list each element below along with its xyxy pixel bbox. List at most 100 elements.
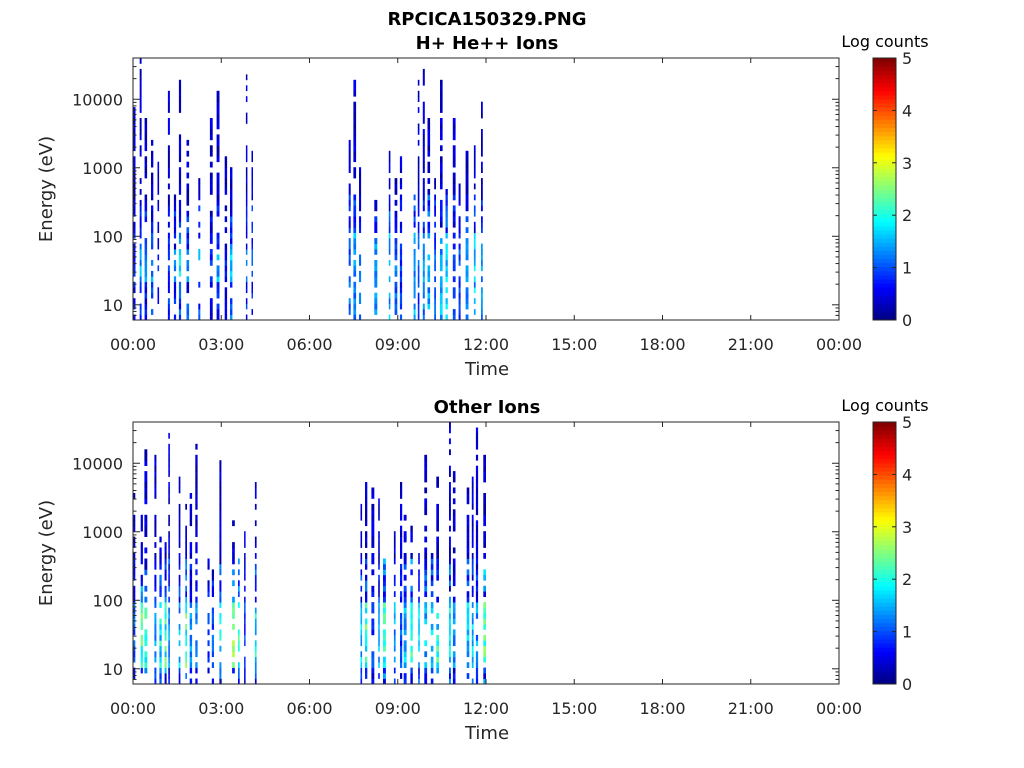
spectrogram-cell bbox=[449, 547, 451, 554]
spectrogram-cell bbox=[144, 514, 148, 521]
spectrogram-cell bbox=[254, 493, 257, 499]
spectrogram-cell bbox=[434, 298, 436, 304]
spectrogram-cell bbox=[424, 607, 428, 614]
spectrogram-cell bbox=[434, 254, 436, 261]
spectrogram-cell bbox=[473, 221, 476, 228]
spectrogram-cell bbox=[360, 514, 363, 521]
spectrogram-cell bbox=[144, 270, 148, 277]
spectrogram-cell bbox=[413, 238, 416, 244]
spectrogram-cell bbox=[413, 260, 416, 266]
spectrogram-cell bbox=[216, 107, 220, 113]
spectrogram-cell bbox=[154, 596, 157, 603]
spectrogram-cell bbox=[178, 167, 182, 173]
spectrogram-cell bbox=[436, 613, 439, 619]
spectrogram-cell bbox=[403, 645, 407, 652]
colorbar-swatch bbox=[873, 422, 896, 427]
spectrogram-cell bbox=[185, 673, 187, 679]
spectrogram-cell bbox=[219, 460, 222, 466]
spectrogram-cell bbox=[154, 531, 157, 537]
spectrogram-cell bbox=[471, 498, 474, 505]
colorbar-swatch bbox=[873, 536, 896, 542]
spectrogram-cell bbox=[216, 265, 220, 272]
spectrogram-cell bbox=[400, 514, 403, 521]
spectrogram-cell bbox=[232, 596, 235, 603]
spectrogram-cell bbox=[383, 662, 386, 668]
spectrogram-cell bbox=[434, 210, 436, 217]
colorbar-swatch bbox=[873, 193, 896, 198]
spectrogram-cell bbox=[436, 645, 439, 652]
spectrogram-cell bbox=[157, 167, 160, 173]
spectrogram-cell bbox=[371, 487, 375, 494]
spectrogram-cell bbox=[207, 563, 210, 570]
spectrogram-cell bbox=[465, 205, 469, 212]
spectrogram-cell bbox=[399, 281, 403, 288]
spectrogram-cell bbox=[445, 205, 448, 212]
spectrogram-cell bbox=[452, 178, 456, 184]
spectrogram-cell bbox=[452, 232, 456, 239]
spectrogram-cell bbox=[348, 303, 351, 310]
spectrogram-cell bbox=[430, 645, 434, 652]
spectrogram-cell bbox=[417, 314, 420, 321]
spectrogram-cell bbox=[168, 624, 170, 630]
spectrogram-cell bbox=[465, 194, 469, 201]
spectrogram-cell bbox=[178, 624, 181, 630]
spectrogram-cell bbox=[466, 498, 470, 505]
spectrogram-cell bbox=[427, 139, 431, 146]
colorbar-swatch bbox=[873, 638, 896, 644]
colorbar-swatch bbox=[873, 107, 896, 112]
spectrogram-cell bbox=[394, 292, 398, 299]
spectrogram-cell bbox=[254, 667, 257, 674]
spectrogram-cell bbox=[400, 651, 403, 658]
spectrogram-cell bbox=[238, 629, 240, 636]
spectrogram-cell bbox=[178, 314, 182, 321]
spectrogram-cell bbox=[195, 640, 198, 647]
spectrogram-cell bbox=[430, 563, 434, 570]
spectrogram-cell bbox=[475, 443, 479, 450]
spectrogram-cell bbox=[178, 172, 182, 179]
spectrogram-cell bbox=[133, 563, 136, 570]
spectrogram-cell bbox=[144, 309, 148, 315]
spectrogram-cell bbox=[168, 563, 170, 570]
spectrogram-cell bbox=[378, 542, 380, 548]
spectrogram-cell bbox=[475, 596, 479, 603]
spectrogram-cell bbox=[159, 673, 162, 679]
spectrogram-cell bbox=[211, 645, 214, 652]
spectrogram-cell bbox=[449, 618, 451, 625]
spectrogram-cell bbox=[348, 309, 351, 315]
colorbar-swatch bbox=[873, 270, 896, 276]
spectrogram-cell bbox=[403, 596, 407, 603]
spectrogram-cell bbox=[167, 167, 170, 173]
spectrogram-cell bbox=[189, 618, 193, 625]
spectrogram-cell bbox=[238, 602, 240, 608]
x-tick-label: 18:00 bbox=[639, 335, 685, 354]
spectrogram-cell bbox=[403, 553, 407, 559]
spectrogram-cell bbox=[353, 129, 357, 135]
spectrogram-cell bbox=[195, 607, 198, 614]
spectrogram-cell bbox=[251, 292, 253, 299]
spectrogram-cell bbox=[424, 591, 428, 597]
spectrogram-cell bbox=[371, 624, 375, 630]
colorbar-swatch bbox=[873, 462, 896, 468]
spectrogram-cell bbox=[434, 243, 436, 250]
spectrogram-cell bbox=[139, 58, 142, 64]
spectrogram-cell bbox=[388, 156, 391, 163]
spectrogram-cell bbox=[371, 536, 375, 543]
spectrogram-cell bbox=[189, 596, 193, 603]
spectrogram-cell bbox=[452, 558, 456, 565]
spectrogram-cell bbox=[471, 574, 474, 581]
spectrogram-cell bbox=[449, 509, 451, 516]
spectrogram-cell bbox=[144, 498, 148, 505]
spectrogram-cell bbox=[139, 216, 142, 223]
spectrogram-cell bbox=[140, 602, 143, 608]
spectrogram-cell bbox=[374, 276, 378, 283]
colorbar-swatch bbox=[873, 430, 896, 435]
spectrogram-cell bbox=[133, 542, 136, 548]
spectrogram-cell bbox=[378, 580, 380, 587]
spectrogram-cell bbox=[466, 536, 470, 543]
spectrogram-cell bbox=[400, 596, 403, 603]
spectrogram-cell bbox=[378, 656, 380, 663]
spectrogram-cell bbox=[440, 118, 443, 124]
colorbar-swatch bbox=[873, 598, 896, 603]
